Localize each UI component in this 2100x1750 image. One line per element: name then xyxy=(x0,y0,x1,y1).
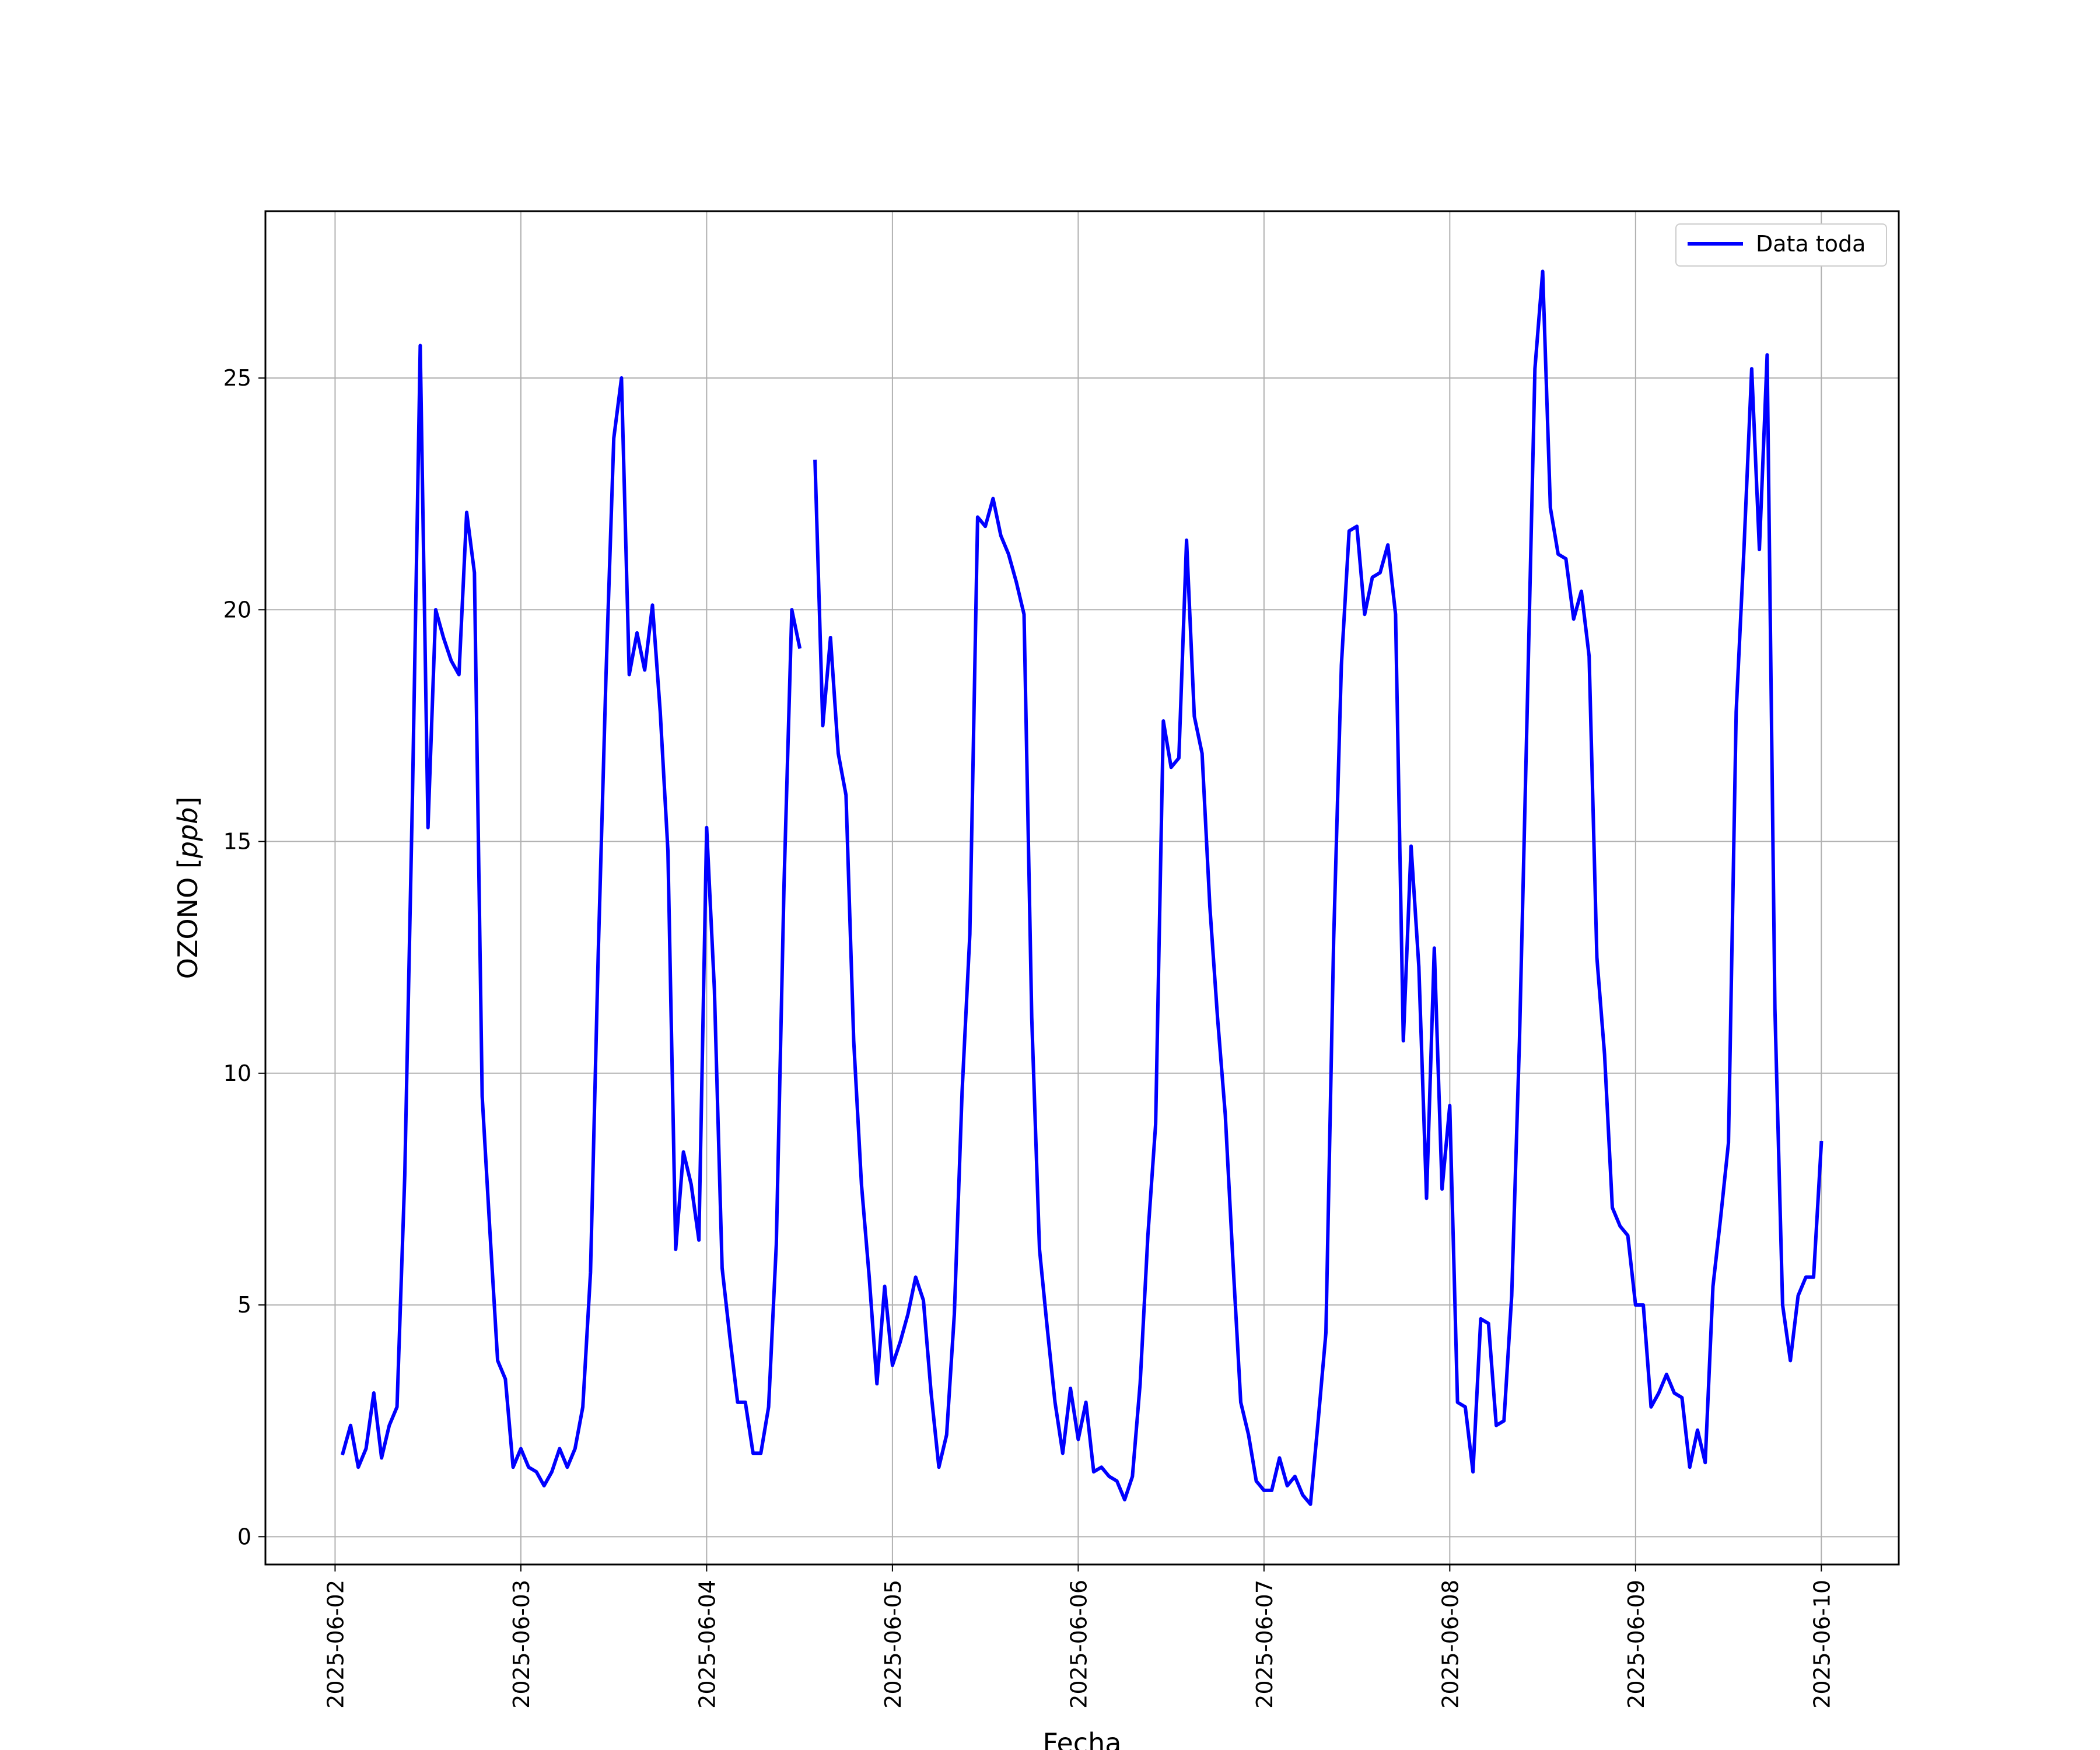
series-layer xyxy=(341,270,1824,1506)
x-tick-label: 2025-06-09 xyxy=(1623,1580,1649,1709)
x-axis-label: Fecha xyxy=(1043,1727,1122,1750)
x-tick-label: 2025-06-04 xyxy=(694,1580,720,1709)
x-tick-label: 2025-06-02 xyxy=(323,1580,348,1709)
series-line-data-toda xyxy=(341,270,1824,1506)
y-tick-label: 20 xyxy=(223,597,251,622)
y-tick-label: 25 xyxy=(223,365,251,391)
x-tick-label: 2025-06-06 xyxy=(1066,1580,1091,1709)
y-axis-ticks: 0 5 10 15 20 25 xyxy=(223,365,265,1549)
x-tick-label: 2025-06-08 xyxy=(1437,1580,1463,1709)
y-tick-label: 15 xyxy=(223,829,251,855)
x-axis-ticks: 2025-06-02 2025-06-03 2025-06-04 2025-06-05… xyxy=(323,1564,1835,1709)
legend-label: Data toda xyxy=(1756,231,1866,257)
x-tick-label: 2025-06-07 xyxy=(1252,1580,1278,1709)
y-tick-label: 5 xyxy=(237,1292,251,1318)
x-tick-label: 2025-06-03 xyxy=(509,1580,534,1709)
y-tick-label: 0 xyxy=(237,1524,251,1549)
y-tick-label: 10 xyxy=(223,1060,251,1086)
plot-area-frame xyxy=(264,210,1900,1566)
legend: Data toda xyxy=(1675,223,1887,267)
x-tick-label: 2025-06-05 xyxy=(880,1580,906,1709)
y-axis-label: OZONO [ppb] xyxy=(172,797,204,979)
x-tick-label: 2025-06-10 xyxy=(1809,1580,1835,1709)
grid-lines xyxy=(265,211,1899,1564)
legend-box xyxy=(1675,223,1887,267)
